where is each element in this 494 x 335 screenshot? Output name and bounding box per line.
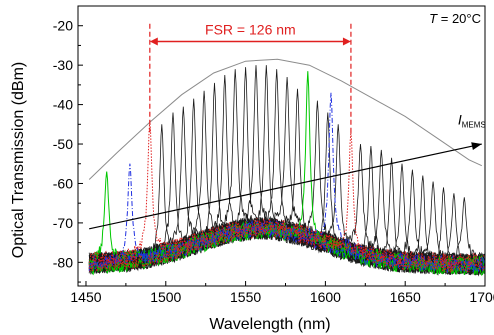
temperature-value: = 20°C	[437, 11, 481, 26]
x-tick-label: 1550	[230, 289, 261, 305]
fsr-arrowhead-left	[149, 37, 158, 46]
spectrum-green-2	[88, 71, 485, 277]
x-tick-label: 1500	[150, 289, 181, 305]
y-tick-label: -60	[53, 175, 73, 191]
spectrum-black-6	[88, 82, 485, 276]
x-tick-label: 1700	[469, 289, 494, 305]
x-tick-label: 1650	[390, 289, 421, 305]
y-tick-label: -50	[53, 136, 73, 152]
spectra-layer	[88, 65, 485, 277]
spectrum-red-2	[88, 132, 485, 273]
current-label-sub: MEMS	[462, 120, 486, 129]
spectrum-red-1	[88, 120, 485, 267]
temperature-label: T = 20°C	[429, 11, 481, 26]
temperature-var: T	[429, 11, 438, 26]
plot-frame	[77, 5, 486, 287]
envelope-curve	[88, 58, 483, 180]
x-axis: 1450 1500 1550 1600 1650 1700	[70, 281, 494, 305]
fsr-arrowhead-right	[342, 37, 351, 46]
y-tick-label: -20	[53, 18, 73, 34]
y-axis: -80 -70 -60 -50 -40 -30 -20	[53, 5, 83, 283]
current-label-var: I	[458, 111, 462, 127]
spectrum-black-7	[88, 74, 485, 271]
current-arrowhead	[471, 142, 482, 151]
y-tick-label: -70	[53, 215, 73, 231]
y-tick-label: -30	[53, 57, 73, 73]
current-arrow	[89, 143, 482, 230]
y-tick-label: -40	[53, 97, 73, 113]
spectrum-black-11	[88, 65, 485, 276]
spectrum-black-14	[88, 88, 485, 273]
x-tick-label: 1600	[310, 289, 341, 305]
spectrum-blue-2	[88, 92, 485, 269]
fsr-annotation: FSR = 126 nm	[149, 21, 352, 137]
y-tick-label: -80	[53, 254, 73, 270]
spectrum-black-2	[88, 112, 485, 271]
y-axis-title: Optical Transmission (dBm)	[10, 62, 27, 259]
current-label: IMEMS	[458, 111, 486, 129]
x-tick-label: 1450	[70, 289, 101, 305]
spectrum-black-9	[88, 67, 485, 273]
x-axis-title: Wavelength (nm)	[209, 316, 330, 333]
current-annotation: IMEMS	[89, 111, 486, 230]
spectrum-black-5	[88, 90, 485, 268]
fsr-label: FSR = 126 nm	[205, 21, 296, 37]
